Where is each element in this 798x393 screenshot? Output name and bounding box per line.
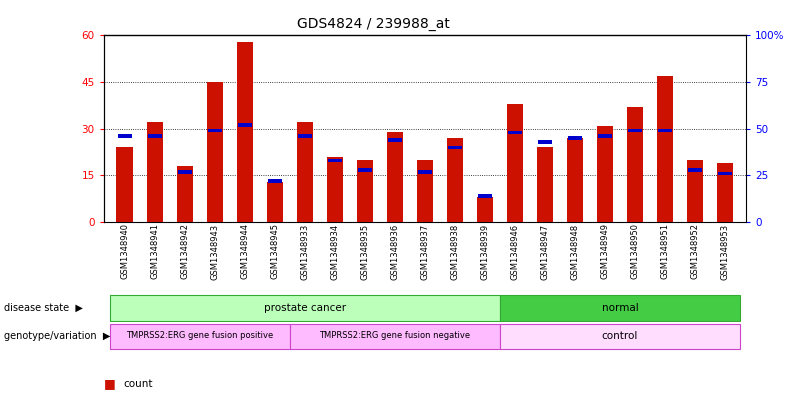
- Bar: [236, 42, 253, 222]
- Bar: [718, 172, 732, 175]
- Bar: [326, 157, 343, 222]
- Text: ■: ■: [104, 377, 116, 391]
- Bar: [597, 126, 614, 222]
- Bar: [358, 168, 372, 172]
- Bar: [110, 296, 500, 321]
- Bar: [567, 138, 583, 222]
- Text: control: control: [602, 331, 638, 341]
- Bar: [568, 136, 582, 140]
- Bar: [478, 194, 492, 198]
- Bar: [476, 197, 493, 222]
- Bar: [717, 163, 733, 222]
- Bar: [117, 147, 133, 222]
- Bar: [687, 160, 703, 222]
- Bar: [537, 147, 553, 222]
- Bar: [118, 134, 132, 138]
- Bar: [290, 324, 500, 349]
- Bar: [628, 129, 642, 132]
- Bar: [357, 160, 373, 222]
- Bar: [500, 296, 740, 321]
- Bar: [598, 134, 612, 138]
- Bar: [657, 76, 674, 222]
- Bar: [388, 138, 402, 142]
- Bar: [268, 179, 282, 183]
- Bar: [626, 107, 643, 222]
- Text: prostate cancer: prostate cancer: [264, 303, 346, 312]
- Title: GDS4824 / 239988_at: GDS4824 / 239988_at: [297, 17, 450, 31]
- Bar: [508, 130, 522, 134]
- Text: TMPRSS2:ERG gene fusion positive: TMPRSS2:ERG gene fusion positive: [126, 331, 274, 340]
- Bar: [688, 168, 702, 172]
- Bar: [448, 145, 462, 149]
- Bar: [658, 129, 672, 132]
- Bar: [176, 166, 193, 222]
- Bar: [500, 324, 740, 349]
- Bar: [207, 82, 223, 222]
- Bar: [110, 324, 290, 349]
- Text: normal: normal: [602, 303, 638, 312]
- Bar: [238, 123, 252, 127]
- Bar: [178, 170, 192, 174]
- Bar: [418, 170, 432, 174]
- Bar: [328, 158, 342, 162]
- Bar: [417, 160, 433, 222]
- Text: TMPRSS2:ERG gene fusion negative: TMPRSS2:ERG gene fusion negative: [319, 331, 471, 340]
- Bar: [298, 134, 312, 138]
- Text: disease state  ▶: disease state ▶: [4, 303, 83, 312]
- Bar: [507, 104, 523, 222]
- Bar: [147, 123, 163, 222]
- Bar: [297, 123, 313, 222]
- Bar: [148, 134, 162, 138]
- Bar: [447, 138, 463, 222]
- Bar: [538, 140, 552, 143]
- Bar: [267, 182, 283, 222]
- Bar: [387, 132, 403, 222]
- Bar: [207, 129, 222, 132]
- Text: genotype/variation  ▶: genotype/variation ▶: [4, 331, 110, 341]
- Text: count: count: [124, 379, 153, 389]
